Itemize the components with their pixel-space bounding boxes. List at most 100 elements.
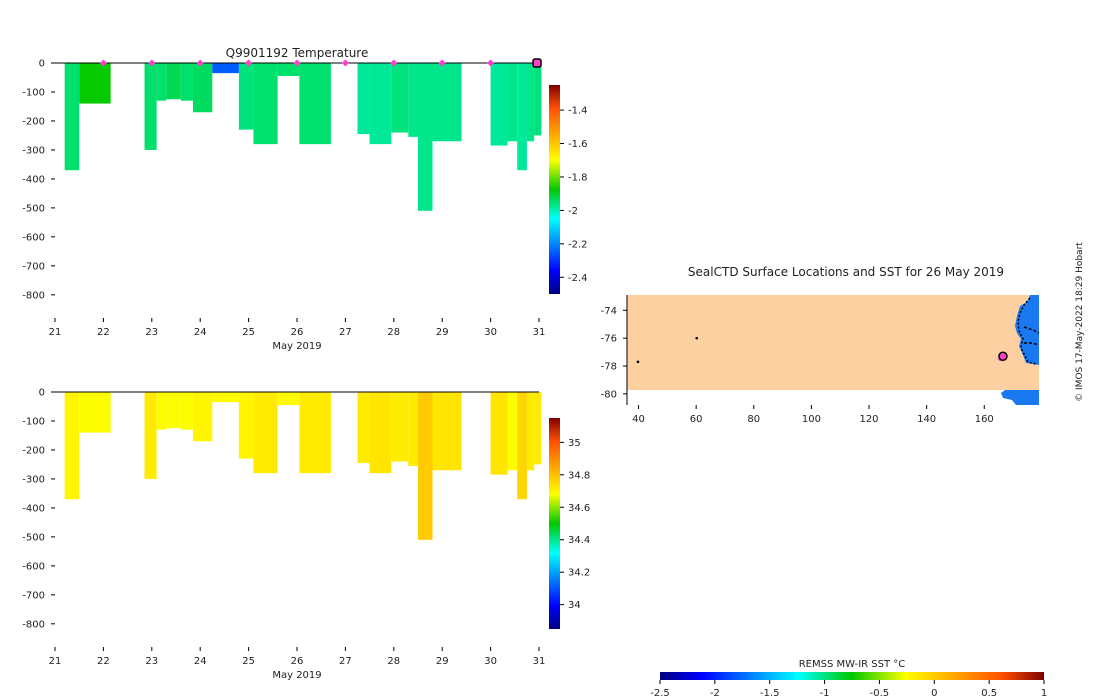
salinity-panel: 0 -100 -200 -300 -400 -500 -600 -700 -800 21 22 23… <box>22 388 590 682</box>
x-tick-label: 27 <box>339 327 352 338</box>
y-tick-label: 0 <box>39 59 45 70</box>
profile-cell-1 <box>64 392 80 500</box>
temperature-panel: Q9901192 Temperature 0 -100 -200 -300 -400 -5… <box>22 46 587 352</box>
profile-marker <box>99 59 107 67</box>
y-tick-label: -600 <box>22 232 45 243</box>
y-tick-label: -200 <box>22 445 45 456</box>
profile-cell-18 <box>432 63 462 142</box>
map-x-tick-label: 80 <box>747 414 760 425</box>
y-tick-label: -500 <box>22 203 45 214</box>
current-location <box>997 351 1008 362</box>
profile-cell-14 <box>369 63 392 145</box>
profile-cell-4 <box>156 392 167 430</box>
map-title: SealCTD Surface Locations and SST for 26… <box>688 265 1004 279</box>
map-points <box>636 336 699 364</box>
profile-cell-5 <box>166 392 181 429</box>
profile-cell-20 <box>507 63 518 142</box>
profile-cell-17 <box>418 63 433 211</box>
profile-cell-23 <box>534 392 542 465</box>
colorbar-tick-label: 35 <box>568 438 581 449</box>
y-tick-label: 0 <box>39 388 45 399</box>
temperature-y-axis: 0 -100 -200 -300 -400 -500 -600 -700 -800 <box>22 59 55 301</box>
x-tick-label: 26 <box>291 327 304 338</box>
x-tick-label: 25 <box>242 327 255 338</box>
colorbar-tick-label: 34.4 <box>568 535 590 546</box>
ice-shelf-edge <box>1023 326 1040 346</box>
colorbar-tick-label: -2.4 <box>568 273 588 284</box>
profile-cell-14 <box>369 392 392 474</box>
profile-cell-10 <box>253 392 278 474</box>
map-y-tick-label: -78 <box>601 362 617 373</box>
temperature-x-axis: 21 22 23 24 25 26 27 28 29 30 31 <box>49 318 545 338</box>
y-tick-label: -700 <box>22 590 45 601</box>
profile-cell-3 <box>144 63 157 150</box>
salinity-colorbar <box>549 418 560 629</box>
profile-cell-13 <box>357 392 370 463</box>
map-x-tick-label: 100 <box>802 414 821 425</box>
profile-cell-9 <box>238 392 254 459</box>
temperature-profiles <box>64 63 542 211</box>
profile-cell-23 <box>534 63 542 136</box>
x-tick-label: 26 <box>291 656 304 667</box>
location-point <box>695 336 699 340</box>
colorbar-tick-label: 34.2 <box>568 568 590 579</box>
temperature-colorbar <box>549 85 560 294</box>
x-tick-label: 23 <box>145 656 158 667</box>
profile-cell-6 <box>180 392 193 430</box>
y-tick-label: -100 <box>22 87 45 98</box>
temperature-colorbar-ticks: -1.4 -1.6 -1.8 -2 -2.2 -2.4 <box>560 106 588 284</box>
x-tick-label: 30 <box>484 327 497 338</box>
sst-colorbar-label: REMSS MW-IR SST °C <box>799 659 906 670</box>
profile-cell-22 <box>526 63 535 142</box>
salinity-profiles <box>64 392 542 540</box>
map-x-tick-label: 40 <box>632 414 645 425</box>
sst-colorbar-tick-label: 0.5 <box>981 688 997 699</box>
map-land <box>627 295 1039 390</box>
profile-cell-20 <box>507 392 518 471</box>
profile-cell-8 <box>212 63 239 74</box>
profile-cell-1 <box>64 63 80 171</box>
map-x-tick-label: 160 <box>975 414 994 425</box>
profile-cell-15 <box>391 63 409 133</box>
sst-colorbar-tick-label: -1.5 <box>760 688 780 699</box>
profile-cell-6 <box>180 63 193 101</box>
profile-cell-21 <box>517 63 527 171</box>
colorbar-tick-label: 34 <box>568 600 581 611</box>
imos-credit: © IMOS 17-May-2022 18:29 Hobart <box>1075 242 1085 402</box>
x-tick-label: 31 <box>533 656 546 667</box>
map-x-axis: 40 60 80 100 120 140 160 <box>632 405 994 425</box>
colorbar-tick-label: -2 <box>568 206 578 217</box>
profile-marker <box>245 59 253 67</box>
sst-colorbar-tick-label: -2 <box>710 688 720 699</box>
profile-cell-2 <box>79 392 111 433</box>
x-tick-label: 23 <box>145 327 158 338</box>
profile-cell-16 <box>408 63 418 137</box>
sst-colorbar-ticks: -2.5 -2 -1.5 -1 -0.5 0 0.5 1 <box>650 680 1047 699</box>
x-tick-label: 25 <box>242 656 255 667</box>
profile-marker <box>293 59 301 67</box>
profile-cell-10 <box>253 63 278 145</box>
x-tick-label: 22 <box>97 327 110 338</box>
x-tick-label: 21 <box>49 327 62 338</box>
sst-colorbar-tick-label: 1 <box>1041 688 1047 699</box>
location-point <box>636 360 640 364</box>
map-y-tick-label: -80 <box>601 389 617 400</box>
map-x-tick-label: 120 <box>859 414 878 425</box>
map-x-tick-label: 140 <box>917 414 936 425</box>
colorbar-tick-label: -1.4 <box>568 106 588 117</box>
temperature-x-label: May 2019 <box>272 341 321 352</box>
profile-cell-4 <box>156 63 167 101</box>
map-y-tick-label: -76 <box>601 334 617 345</box>
y-tick-label: -700 <box>22 261 45 272</box>
profile-cell-22 <box>526 392 535 471</box>
sst-colorbar-tick-label: 0 <box>931 688 937 699</box>
profile-cell-11 <box>277 63 300 77</box>
profile-cell-7 <box>192 63 213 113</box>
profile-marker <box>487 59 495 67</box>
colorbar-tick-label: -1.6 <box>568 139 588 150</box>
x-tick-label: 27 <box>339 656 352 667</box>
profile-cell-15 <box>391 392 409 462</box>
profile-cell-13 <box>357 63 370 134</box>
y-tick-label: -200 <box>22 116 45 127</box>
x-tick-label: 24 <box>194 327 207 338</box>
